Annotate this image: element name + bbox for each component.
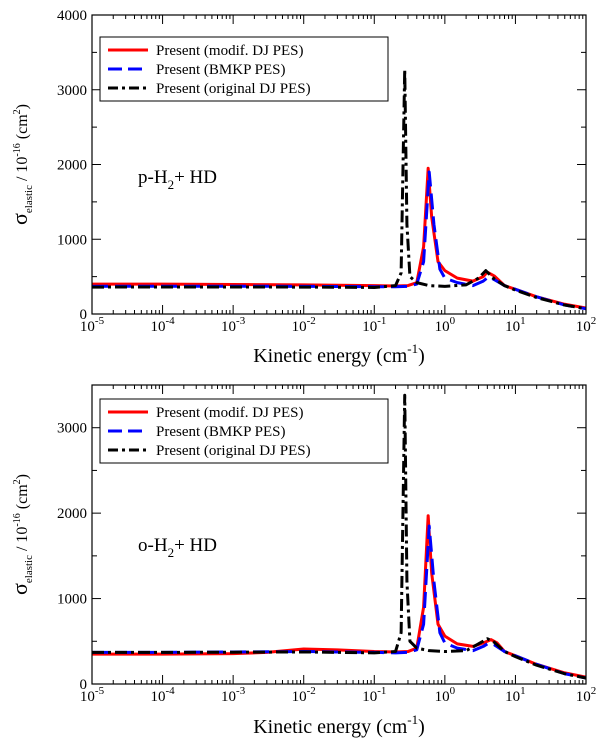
x-tick-label: 10-1 <box>362 685 386 705</box>
x-tick-label: 10-3 <box>221 685 246 705</box>
x-tick-label: 10-5 <box>80 315 105 335</box>
legend: Present (modif. DJ PES) Present (BMKP PES… <box>99 36 389 102</box>
x-axis-title: Kinetic energy (cm-1) <box>253 341 425 367</box>
y-tick-label: 3000 <box>57 83 87 99</box>
plot-frame <box>91 384 587 685</box>
x-tick-label: 101 <box>505 685 526 705</box>
x-tick-label: 100 <box>435 315 456 335</box>
legend-label: Present (BMKP PES) <box>156 424 285 440</box>
x-tick-label: 10-2 <box>292 315 316 335</box>
panel-annotation: o-H2+ HD <box>138 535 217 560</box>
x-tick-label: 10-4 <box>150 315 175 335</box>
y-tick-label: 0 <box>80 307 88 323</box>
legend-label: Present (original DJ PES) <box>156 443 311 459</box>
legend-label: Present (modif. DJ PES) <box>156 43 304 59</box>
y-axis-title: σelastic / 10-16 (cm2) <box>7 104 35 225</box>
x-tick-label: 10-2 <box>292 685 316 705</box>
x-tick-label: 101 <box>505 315 526 335</box>
x-tick-label: 102 <box>576 685 597 705</box>
panel-annotation: p-H2+ HD <box>138 167 217 192</box>
legend-label: Present (modif. DJ PES) <box>156 405 304 421</box>
y-tick-label: 0 <box>80 677 88 693</box>
legend-box <box>99 36 389 102</box>
x-tick-label: 10-3 <box>221 315 246 335</box>
y-tick-label: 2000 <box>57 506 87 522</box>
y-tick-label: 1000 <box>57 232 87 248</box>
legend-box <box>99 398 389 464</box>
x-tick-label: 102 <box>576 315 597 335</box>
x-tick-label: 10-5 <box>80 685 105 705</box>
legend-label: Present (BMKP PES) <box>156 62 285 78</box>
x-axis-title: Kinetic energy (cm-1) <box>253 712 425 738</box>
y-tick-label: 4000 <box>57 8 87 24</box>
series-line-3 <box>92 393 586 680</box>
y-tick-label: 3000 <box>57 421 87 437</box>
chart-panel-2: 10-5 10-4 10-3 10-2 10-1 100 101 102 0 1000 2000 30… <box>7 384 597 738</box>
y-tick-label: 1000 <box>57 592 87 608</box>
y-tick-label: 2000 <box>57 158 87 174</box>
series-line-3 <box>92 68 586 311</box>
legend: Present (modif. DJ PES) Present (BMKP PES… <box>99 398 389 464</box>
x-tick-label: 100 <box>435 685 456 705</box>
x-tick-label: 10-4 <box>150 685 175 705</box>
y-axis-title: σelastic / 10-16 (cm2) <box>7 474 35 595</box>
chart-panel-1: 10-5 10-4 10-3 10-2 10-1 100 101 102 0 1000 2000 30… <box>7 8 596 367</box>
legend-label: Present (original DJ PES) <box>156 81 311 97</box>
x-tick-label: 10-1 <box>362 315 386 335</box>
